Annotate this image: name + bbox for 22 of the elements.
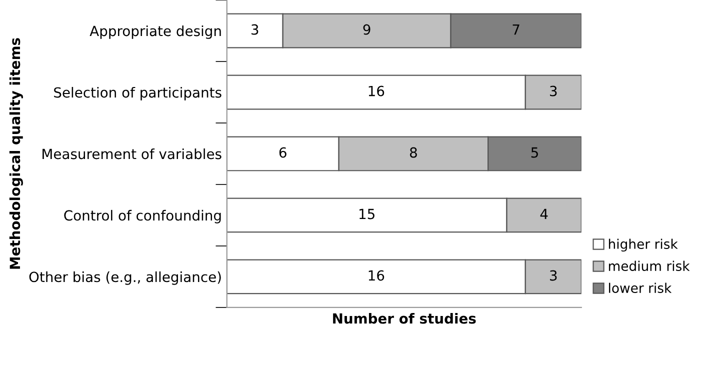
y-tick-label: Appropriate design xyxy=(90,25,221,39)
y-tick-label: Other bias (e.g., allegiance) xyxy=(29,271,221,285)
y-tick-label: Control of confounding xyxy=(64,210,221,224)
data-label: 8 xyxy=(410,147,417,158)
data-label: 6 xyxy=(279,147,286,158)
data-label: 16 xyxy=(368,270,384,281)
data-label: 15 xyxy=(360,208,374,220)
data-label: 4 xyxy=(540,208,548,220)
data-label: 5 xyxy=(531,147,538,158)
legend-label: lower risk xyxy=(609,282,672,294)
data-label: 3 xyxy=(550,270,557,281)
data-label: 3 xyxy=(550,86,557,96)
legend-label: medium risk xyxy=(608,260,690,272)
data-label: 7 xyxy=(512,24,520,35)
data-label: 9 xyxy=(363,24,370,35)
x-axis-title: Number of studies xyxy=(333,312,476,324)
y-tick-label: Selection of participants xyxy=(54,86,222,100)
y-tick-label: Measurement of variables xyxy=(42,148,222,160)
legend-label: higher risk xyxy=(608,238,678,252)
data-label: 16 xyxy=(368,86,384,96)
data-label: 3 xyxy=(252,24,258,35)
y-axis-title: Methodological quality iitems xyxy=(9,38,23,269)
